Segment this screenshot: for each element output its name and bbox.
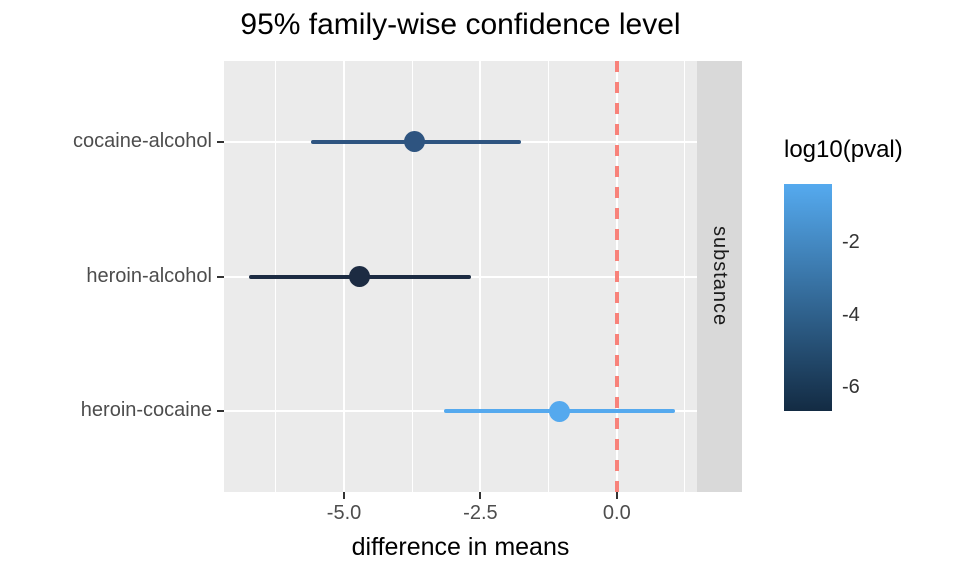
y-tick	[217, 410, 224, 413]
point-heroin-alcohol	[348, 266, 370, 287]
facet-strip-label: substance	[709, 226, 731, 327]
y-tick-label: cocaine-alcohol	[73, 129, 212, 152]
x-axis-title: difference in means	[351, 533, 570, 561]
chart-title: 95% family-wise confidence level	[240, 8, 681, 41]
x-tick-label: -5.0	[326, 502, 362, 524]
colorbar-tick-label: -6	[842, 376, 860, 399]
legend-colorbar	[784, 184, 832, 411]
x-tick	[343, 492, 346, 499]
x-tick-label: -2.5	[463, 502, 498, 524]
point-heroin-cocaine	[549, 400, 571, 422]
y-tick	[217, 275, 224, 278]
x-tick	[479, 492, 482, 499]
x-tick-label: 0.0	[602, 502, 631, 524]
y-tick-label: heroin-cocaine	[80, 399, 212, 422]
y-tick	[217, 140, 224, 143]
point-cocaine-alcohol	[404, 131, 426, 153]
facet-strip: substance	[697, 61, 742, 492]
colorbar-tick-label: -4	[842, 303, 860, 326]
colorbar-tick-label: -2	[842, 231, 860, 254]
y-tick-label: heroin-alcohol	[86, 264, 212, 287]
zero-reference-line	[614, 61, 619, 492]
x-tick	[615, 492, 618, 499]
legend-title: log10(pval)	[784, 136, 903, 163]
